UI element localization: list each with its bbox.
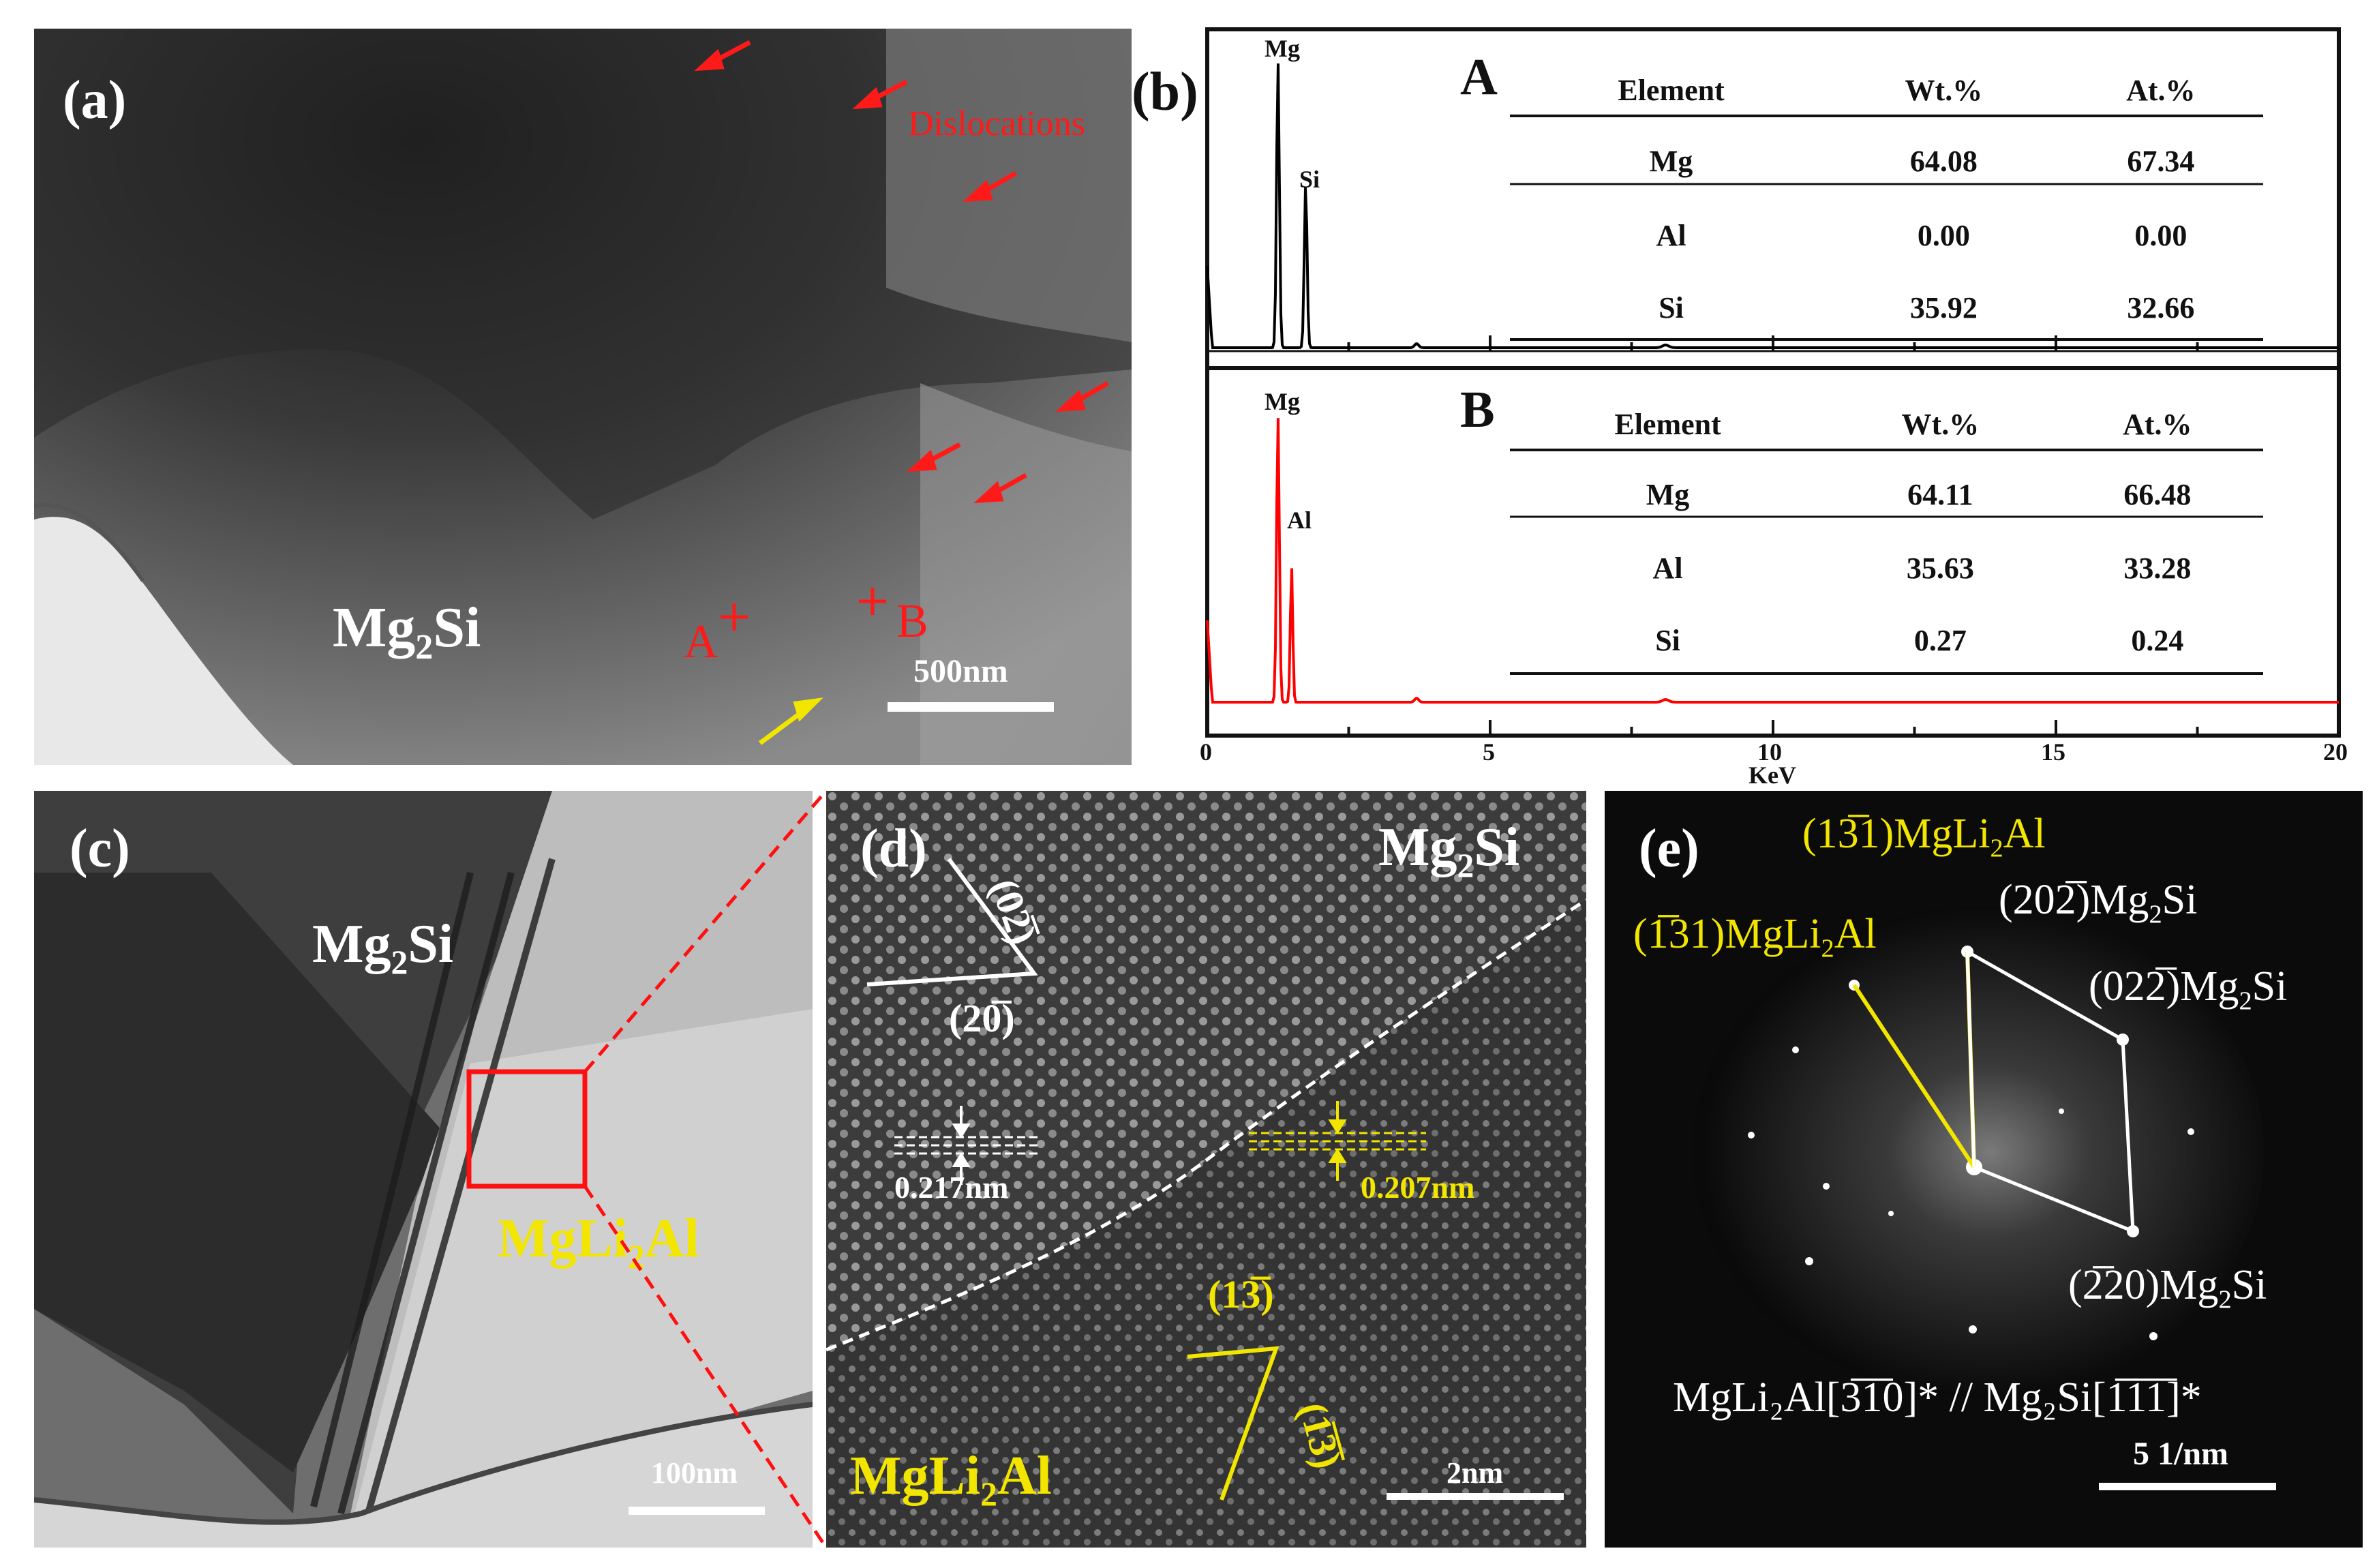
panel-b-eds-spectra: (b) Mg Si A Element Wt.% At.% Mg 64.08 6… — [1132, 20, 2359, 791]
table-cell: 0.00 — [1917, 218, 1970, 252]
table-cell: 66.48 — [2123, 477, 2192, 511]
plane-label-202: (20̅) — [949, 996, 1015, 1040]
x-tick-10: 10 — [1757, 738, 1782, 766]
panel-c-label: (c) — [70, 819, 130, 879]
table-cell: Si — [1655, 623, 1680, 657]
mglial-phase-label-d: MgLi2Al — [850, 1446, 1052, 1513]
panel-e-fft-pattern: (e) (13̅1)MgLi2Al (1̅31)MgLi2Al (202̅)Mg… — [1605, 791, 2363, 1548]
panel-b-label: (b) — [1132, 62, 1198, 122]
header-wt: Wt.% — [1901, 408, 1980, 441]
x-tick-0: 0 — [1200, 738, 1212, 766]
table-cell: 67.34 — [2127, 144, 2195, 178]
scale-bar-label-c: 100nm — [651, 1456, 738, 1490]
point-b-marker: B — [896, 595, 928, 648]
dislocations-annotation: Dislocations — [908, 104, 1085, 143]
spectrum-b-mg-peak: Mg — [1265, 388, 1300, 415]
x-tick-20: 20 — [2323, 738, 2348, 766]
table-cell: Mg — [1646, 477, 1690, 511]
spot-label-20-2-mg2si: (202̅)Mg2Si — [1999, 877, 2198, 929]
spot-label-13-1-mglial: (13̅1)MgLi2Al — [1802, 811, 2046, 863]
mg2si-phase-label-d: Mg2Si — [1378, 817, 1520, 884]
spectrum-a-table: Element Wt.% At.% Mg 64.08 67.34 Al 0.00… — [1513, 58, 2263, 344]
spectrum-a-tag: A — [1460, 48, 1498, 106]
table-cell: 35.92 — [1909, 290, 1978, 325]
table-cell: 35.63 — [1906, 551, 1974, 585]
panel-d-hrtem-image: (d) Mg2Si MgLi2Al (02̅) (20̅) (13̅̅) (1̅… — [826, 791, 1586, 1548]
eds-plot — [1205, 27, 2341, 738]
scale-bar-label-d: 2nm — [1447, 1456, 1504, 1490]
panel-a-label: (a) — [63, 70, 127, 130]
table-cell: 0.27 — [1913, 623, 1967, 657]
panel-a-tem-image: (a) Dislocations Mg2Si A B 500nm — [34, 29, 1132, 765]
spectrum-b-tag: B — [1460, 381, 1495, 438]
panel-c-tem-image: (c) Mg2Si MgLi2Al 100nm — [34, 791, 813, 1548]
table-cell: 32.66 — [2127, 290, 2195, 325]
header-wt: Wt.% — [1905, 74, 1983, 107]
panel-d-label: (d) — [860, 819, 927, 879]
panel-e-background — [1605, 791, 2363, 1548]
x-tick-15: 15 — [2041, 738, 2065, 766]
table-cell: Si — [1659, 290, 1684, 325]
panel-c-background — [34, 791, 813, 1548]
d-spacing-mg2si: 0.217nm — [894, 1170, 1009, 1205]
table-cell: 0.24 — [2131, 623, 2184, 657]
header-element: Element — [1614, 408, 1721, 441]
mg2si-phase-label: Mg2Si — [333, 596, 481, 667]
spectrum-b-al-peak: Al — [1287, 507, 1312, 534]
panel-a-background — [34, 29, 1132, 765]
d-spacing-mglial: 0.207nm — [1361, 1170, 1475, 1205]
table-cell: 33.28 — [2123, 551, 2192, 585]
table-cell: Mg — [1649, 144, 1693, 178]
orientation-relationship: MgLi₂Al[3̅1̅0]* // Mg₂Si[1̅1̅1̅]* — [1673, 1374, 2202, 1421]
x-tick-5: 5 — [1483, 738, 1495, 766]
table-cell: Al — [1652, 551, 1683, 585]
point-a-marker: A — [684, 616, 718, 668]
panel-d-background — [826, 791, 1586, 1548]
spectrum-a-si-peak: Si — [1299, 166, 1320, 193]
scale-bar-label-a: 500nm — [913, 653, 1008, 689]
mg2si-phase-label-c: Mg2Si — [312, 914, 454, 981]
scale-bar-label-e: 5 1/nm — [2133, 1436, 2229, 1472]
table-cell: 64.11 — [1907, 477, 1973, 511]
table-cell: Al — [1656, 218, 1686, 252]
plane-label-131: (13̅̅) — [1208, 1272, 1274, 1316]
header-at: At.% — [2126, 74, 2196, 107]
x-axis-label: KeV — [1748, 762, 1796, 789]
spot-label-2-20-mg2si: (2̅20)Mg2Si — [2068, 1262, 2267, 1314]
table-cell: 0.00 — [2134, 218, 2187, 252]
spectrum-a-mg-peak: Mg — [1265, 35, 1300, 62]
dislocation-arrows — [694, 40, 1109, 745]
header-at: At.% — [2123, 408, 2192, 441]
spectrum-b-table: Element Wt.% At.% Mg 64.11 66.48 Al 35.6… — [1510, 392, 2260, 676]
panel-e-label: (e) — [1639, 819, 1699, 879]
spot-label-02-2-mg2si: (022̅)Mg2Si — [2089, 963, 2288, 1016]
spot-label-1-31-mglial: (1̅31)MgLi2Al — [1633, 911, 1877, 963]
table-cell: 64.08 — [1909, 144, 1978, 178]
mglial-phase-label-c: MgLi2Al — [498, 1209, 699, 1276]
header-element: Element — [1618, 74, 1725, 107]
